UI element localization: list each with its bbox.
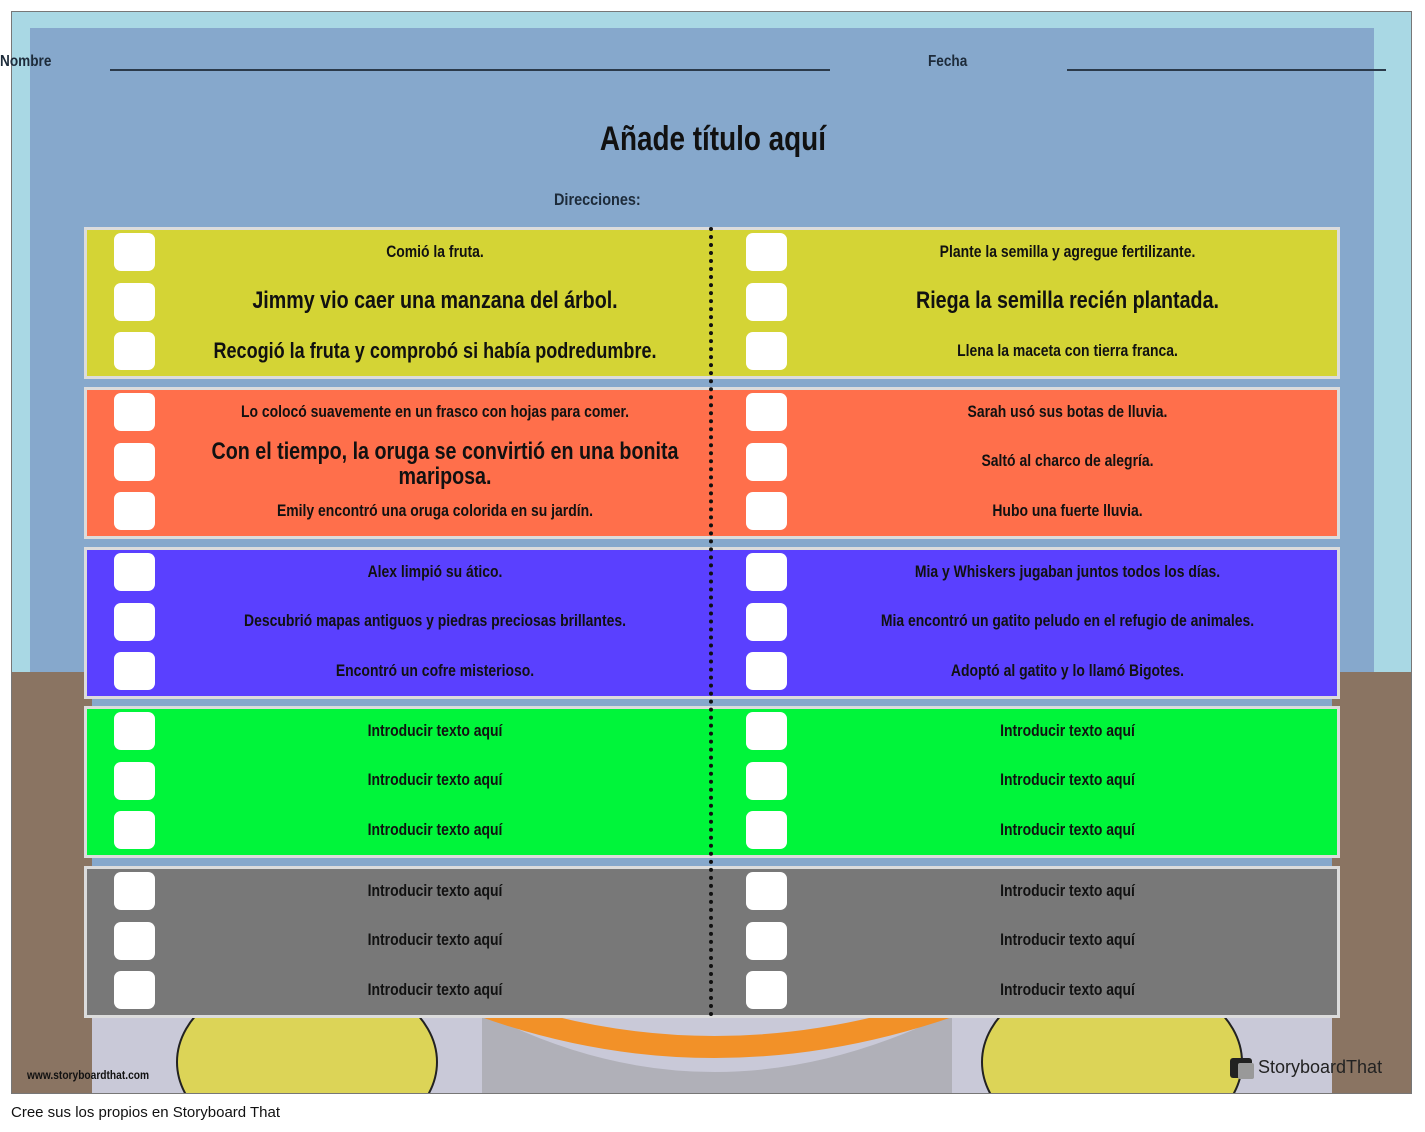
- order-number-box[interactable]: [746, 602, 787, 641]
- event-text[interactable]: Introducir texto aquí: [367, 979, 503, 999]
- order-number-box[interactable]: [746, 712, 787, 750]
- event-text[interactable]: Introducir texto aquí: [1000, 880, 1135, 900]
- order-number-box[interactable]: [746, 282, 787, 321]
- event-text[interactable]: Con el tiempo, la oruga se convirtió en …: [211, 437, 679, 490]
- page-title[interactable]: Añade título aquí: [599, 120, 826, 158]
- order-number-box[interactable]: [114, 332, 155, 370]
- order-number-box[interactable]: [114, 492, 155, 530]
- event-text[interactable]: Mia y Whiskers jugaban juntos todos los …: [914, 561, 1221, 581]
- event-text[interactable]: Introducir texto aquí: [367, 720, 503, 740]
- order-number-box[interactable]: [746, 393, 787, 431]
- dotted-divider: [709, 227, 713, 1017]
- order-number-box[interactable]: [114, 971, 155, 1009]
- event-text[interactable]: Jimmy vio caer una manzana del árbol.: [252, 287, 618, 315]
- event-text[interactable]: Lo colocó suavemente en un frasco con ho…: [240, 401, 630, 421]
- event-text[interactable]: Plante la semilla y agregue fertilizante…: [939, 241, 1196, 261]
- event-text[interactable]: Hubo una fuerte lluvia.: [992, 500, 1143, 520]
- event-text[interactable]: Adoptó al gatito y lo llamó Bigotes.: [950, 660, 1185, 680]
- event-text[interactable]: Introducir texto aquí: [1000, 930, 1135, 950]
- order-number-box[interactable]: [746, 492, 787, 530]
- event-text[interactable]: Riega la semilla recién plantada.: [916, 287, 1219, 315]
- logo-icon: [1230, 1057, 1254, 1079]
- event-text[interactable]: Introducir texto aquí: [1000, 979, 1135, 999]
- event-text[interactable]: Mia encontró un gatito peludo en el refu…: [880, 611, 1255, 631]
- event-text[interactable]: Comió la fruta.: [386, 241, 484, 261]
- event-text[interactable]: Emily encontró una oruga colorida en su …: [276, 500, 594, 520]
- order-number-box[interactable]: [114, 652, 155, 690]
- storyboardthat-logo: StoryboardThat: [1230, 1057, 1383, 1079]
- event-text[interactable]: Alex limpió su ático.: [367, 561, 503, 581]
- event-text[interactable]: Introducir texto aquí: [1000, 819, 1135, 839]
- event-text[interactable]: Introducir texto aquí: [1000, 720, 1135, 740]
- order-number-box[interactable]: [114, 761, 155, 800]
- order-number-box[interactable]: [746, 652, 787, 690]
- event-text[interactable]: Llena la maceta con tierra franca.: [957, 340, 1178, 360]
- event-text[interactable]: Sarah usó sus botas de lluvia.: [967, 401, 1168, 421]
- name-input-line[interactable]: [110, 69, 830, 71]
- order-number-box[interactable]: [746, 233, 787, 271]
- order-number-box[interactable]: [114, 811, 155, 849]
- directions-label: Direcciones:: [554, 190, 641, 209]
- date-input-line[interactable]: [1067, 69, 1386, 71]
- order-number-box[interactable]: [114, 712, 155, 750]
- order-number-box[interactable]: [746, 553, 787, 591]
- event-text[interactable]: Descubrió mapas antiguos y piedras preci…: [244, 611, 626, 631]
- name-label: Nombre: [0, 53, 52, 70]
- watermark-url: www.storyboardthat.com: [27, 1068, 150, 1082]
- order-number-box[interactable]: [746, 971, 787, 1009]
- order-number-box[interactable]: [746, 332, 787, 370]
- event-text[interactable]: Introducir texto aquí: [1000, 770, 1135, 790]
- order-number-box[interactable]: [114, 393, 155, 431]
- order-number-box[interactable]: [114, 553, 155, 591]
- order-number-box[interactable]: [114, 233, 155, 271]
- order-number-box[interactable]: [746, 761, 787, 800]
- order-number-box[interactable]: [746, 872, 787, 910]
- order-number-box[interactable]: [746, 442, 787, 481]
- event-text[interactable]: Introducir texto aquí: [367, 819, 503, 839]
- footer-link[interactable]: Cree sus los propios en Storyboard That: [11, 1104, 281, 1121]
- order-number-box[interactable]: [746, 921, 787, 960]
- order-number-box[interactable]: [746, 811, 787, 849]
- order-number-box[interactable]: [114, 282, 155, 321]
- date-label: Fecha: [928, 53, 968, 70]
- order-number-box[interactable]: [114, 921, 155, 960]
- event-text[interactable]: Introducir texto aquí: [367, 880, 503, 900]
- logo-text: StoryboardThat: [1258, 1057, 1383, 1077]
- event-text[interactable]: Introducir texto aquí: [367, 930, 503, 950]
- order-number-box[interactable]: [114, 602, 155, 641]
- order-number-box[interactable]: [114, 872, 155, 910]
- event-text[interactable]: Saltó al charco de alegría.: [981, 451, 1154, 471]
- event-text[interactable]: Recogió la fruta y comprobó si había pod…: [213, 337, 657, 363]
- event-text[interactable]: Encontró un cofre misterioso.: [335, 660, 535, 680]
- order-number-box[interactable]: [114, 442, 155, 481]
- event-text[interactable]: Introducir texto aquí: [367, 770, 503, 790]
